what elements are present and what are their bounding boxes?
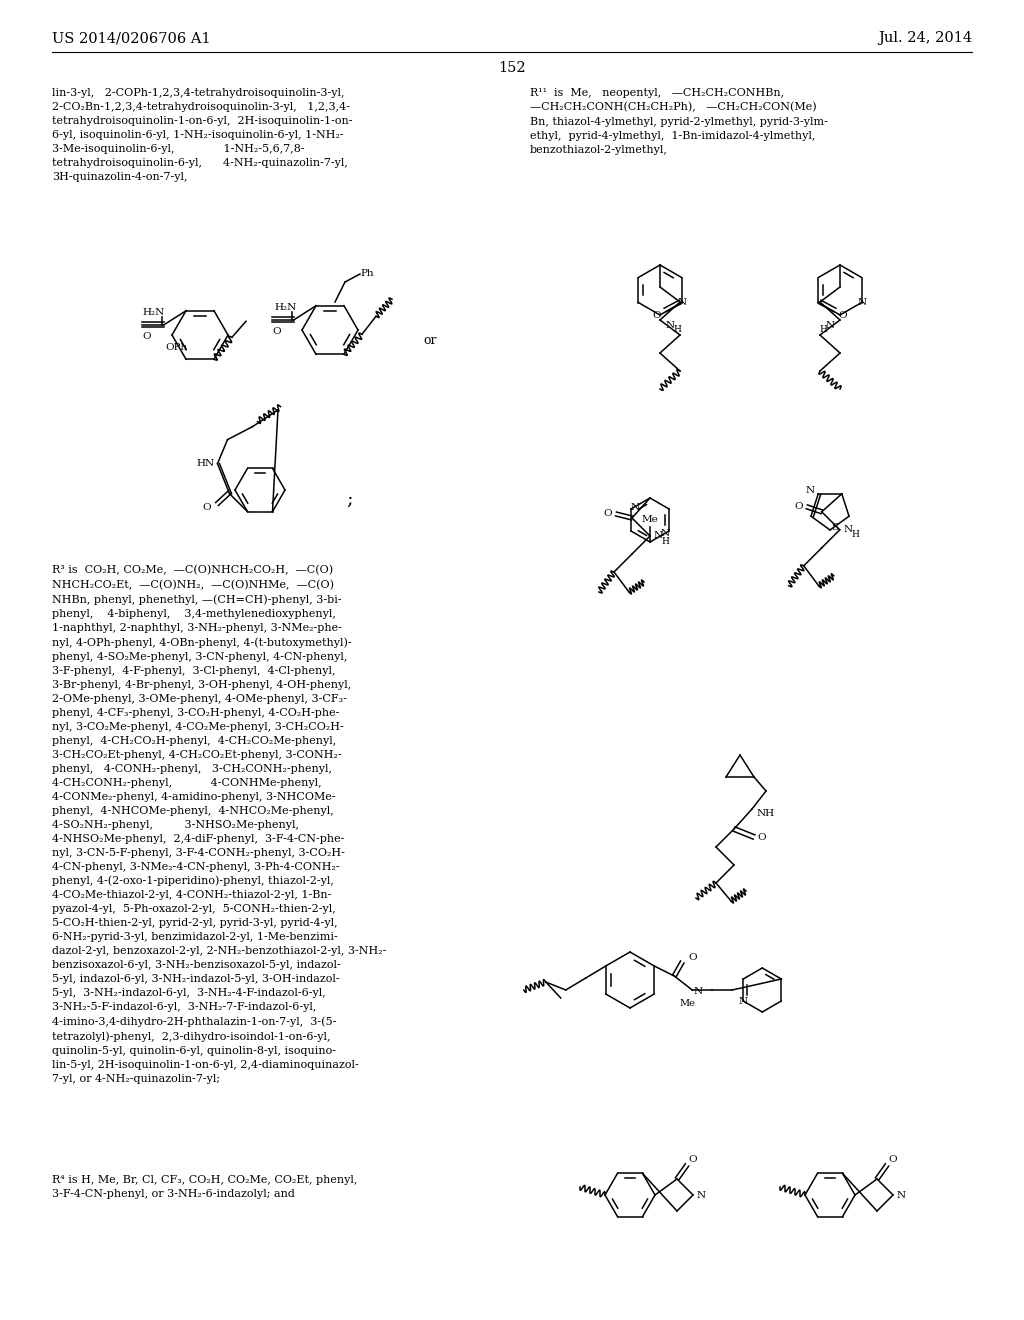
Text: N: N	[825, 321, 835, 330]
Text: N: N	[653, 532, 663, 540]
Text: H: H	[819, 326, 827, 334]
Text: Ph: Ph	[360, 269, 374, 279]
Text: O: O	[839, 310, 847, 319]
Text: N: N	[896, 1191, 905, 1200]
Text: lin-3-yl,   2-COPh-1,2,3,4-tetrahydroisoquinolin-3-yl,
2-CO₂Bn-1,2,3,4-tetrahydr: lin-3-yl, 2-COPh-1,2,3,4-tetrahydroisoqu…	[52, 88, 352, 182]
Text: O: O	[889, 1155, 897, 1163]
Text: O: O	[652, 310, 662, 319]
Text: H: H	[852, 531, 860, 540]
Text: H: H	[662, 536, 669, 545]
Text: N: N	[631, 503, 640, 511]
Text: Me: Me	[679, 999, 695, 1008]
Text: N: N	[857, 298, 866, 308]
Text: H₂N: H₂N	[143, 309, 165, 317]
Text: S: S	[831, 523, 839, 532]
Text: N: N	[693, 987, 702, 997]
Text: O: O	[795, 503, 803, 511]
Text: NH: NH	[757, 808, 775, 817]
Text: H₂N: H₂N	[274, 304, 297, 313]
Text: N: N	[696, 1191, 706, 1200]
Text: HN: HN	[197, 459, 215, 469]
Text: R³ is  CO₂H, CO₂Me,  —C(O)NHCH₂CO₂H,  —C(O)
NHCH₂CO₂Et,  —C(O)NH₂,  —C(O)NHMe,  : R³ is CO₂H, CO₂Me, —C(O)NHCH₂CO₂H, —C(O)…	[52, 565, 386, 1084]
Text: H: H	[673, 326, 681, 334]
Text: O: O	[689, 1155, 697, 1163]
Text: N: N	[660, 528, 670, 537]
Text: OPh: OPh	[165, 343, 187, 351]
Text: O: O	[272, 327, 282, 337]
Text: R¹¹  is  Me,   neopentyl,   —CH₂CH₂CONHBn,
—CH₂CH₂CONH(CH₂CH₂Ph),   —CH₂CH₂CON(M: R¹¹ is Me, neopentyl, —CH₂CH₂CONHBn, —CH…	[530, 88, 827, 154]
Text: ;: ;	[347, 491, 353, 510]
Text: O: O	[688, 953, 696, 962]
Text: N: N	[666, 321, 675, 330]
Text: O: O	[203, 503, 211, 512]
Text: N: N	[738, 997, 748, 1006]
Text: or: or	[423, 334, 437, 346]
Text: Jul. 24, 2014: Jul. 24, 2014	[878, 30, 972, 45]
Text: US 2014/0206706 A1: US 2014/0206706 A1	[52, 30, 211, 45]
Text: O: O	[604, 510, 612, 519]
Text: 152: 152	[499, 61, 525, 75]
Text: N: N	[677, 298, 686, 308]
Text: O: O	[142, 333, 152, 342]
Text: R⁴ is H, Me, Br, Cl, CF₃, CO₂H, CO₂Me, CO₂Et, phenyl,
3-F-4-CN-phenyl, or 3-NH₂-: R⁴ is H, Me, Br, Cl, CF₃, CO₂H, CO₂Me, C…	[52, 1175, 357, 1199]
Text: O: O	[758, 833, 766, 842]
Text: N: N	[806, 486, 815, 495]
Text: Me: Me	[642, 516, 658, 524]
Text: N: N	[843, 525, 852, 535]
